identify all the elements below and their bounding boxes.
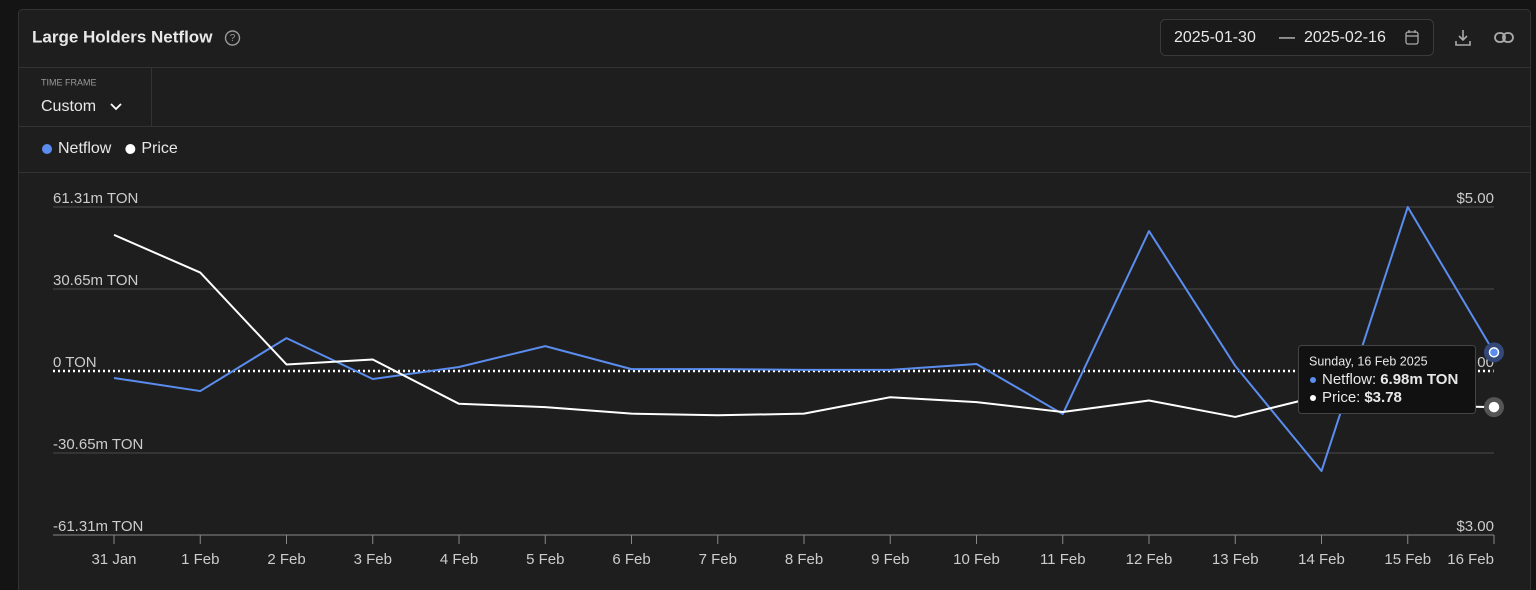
x-tick-label: 7 Feb <box>699 551 737 568</box>
dropdown-chevron[interactable] <box>110 103 122 111</box>
x-tick-label: 31 Jan <box>91 551 136 568</box>
x-tick-label: 11 Feb <box>1040 551 1086 568</box>
tooltip-label: Netflow: <box>1322 371 1376 388</box>
x-tick-label: 9 Feb <box>871 551 909 568</box>
x-tick-label: 3 Feb <box>354 551 392 568</box>
y-tick-label: 30.65m TON <box>53 272 138 289</box>
link-icon[interactable] <box>1494 32 1514 43</box>
x-tick-label: 5 Feb <box>526 551 564 568</box>
legend-marker <box>42 144 52 154</box>
calendar-icon[interactable] <box>1405 30 1419 45</box>
y-tick-label: 0 TON <box>53 354 97 371</box>
tooltip-marker <box>1310 377 1316 383</box>
tooltip <box>1298 345 1476 414</box>
help-icon[interactable]: ? <box>224 30 241 46</box>
x-tick-label: 8 Feb <box>785 551 823 568</box>
x-tick-label: 13 Feb <box>1212 551 1259 568</box>
panel <box>18 9 1531 590</box>
chart-title: Large Holders Netflow <box>32 27 213 46</box>
time-frame-label: TIME FRAME <box>41 77 97 87</box>
date-range-picker[interactable] <box>1160 19 1434 56</box>
download-icon[interactable] <box>1455 30 1471 46</box>
legend-label: Price <box>141 140 178 157</box>
y2-tick-label: $5.00 <box>1456 190 1494 207</box>
x-tick-label: 4 Feb <box>440 551 478 568</box>
date-separator: — <box>1279 29 1295 46</box>
x-tick-label: 15 Feb <box>1384 551 1431 568</box>
time-frame-value[interactable]: Custom <box>41 98 96 115</box>
svg-text:?: ? <box>230 33 236 44</box>
x-tick-label: 14 Feb <box>1298 551 1345 568</box>
x-tick-label: 2 Feb <box>267 551 305 568</box>
y-tick-label: -61.31m TON <box>53 518 143 535</box>
x-tick-label: 12 Feb <box>1126 551 1173 568</box>
date-start: 2025-01-30 <box>1174 29 1256 46</box>
series-line <box>113 233 1495 418</box>
tooltip-title: Sunday, 16 Feb 2025 <box>1309 354 1428 368</box>
series-line <box>113 206 1495 473</box>
x-tick-label: 10 Feb <box>953 551 1000 568</box>
x-tick-label: 16 Feb <box>1447 551 1494 568</box>
legend-label: Netflow <box>58 140 112 157</box>
y-tick-label: -30.65m TON <box>53 436 143 453</box>
tooltip-marker <box>1310 395 1316 401</box>
x-tick-label: 6 Feb <box>612 551 650 568</box>
x-tick-label: 1 Feb <box>181 551 219 568</box>
tooltip-label: Price: <box>1322 389 1360 406</box>
y2-tick-label: $3.00 <box>1456 518 1494 535</box>
date-end: 2025-02-16 <box>1304 29 1386 46</box>
hover-point <box>1488 347 1500 358</box>
y-tick-label: 61.31m TON <box>53 190 138 207</box>
hover-point <box>1488 401 1500 413</box>
legend-marker <box>125 144 136 154</box>
tooltip-value: 6.98m TON <box>1380 371 1458 388</box>
tooltip-value: $3.78 <box>1364 389 1402 406</box>
